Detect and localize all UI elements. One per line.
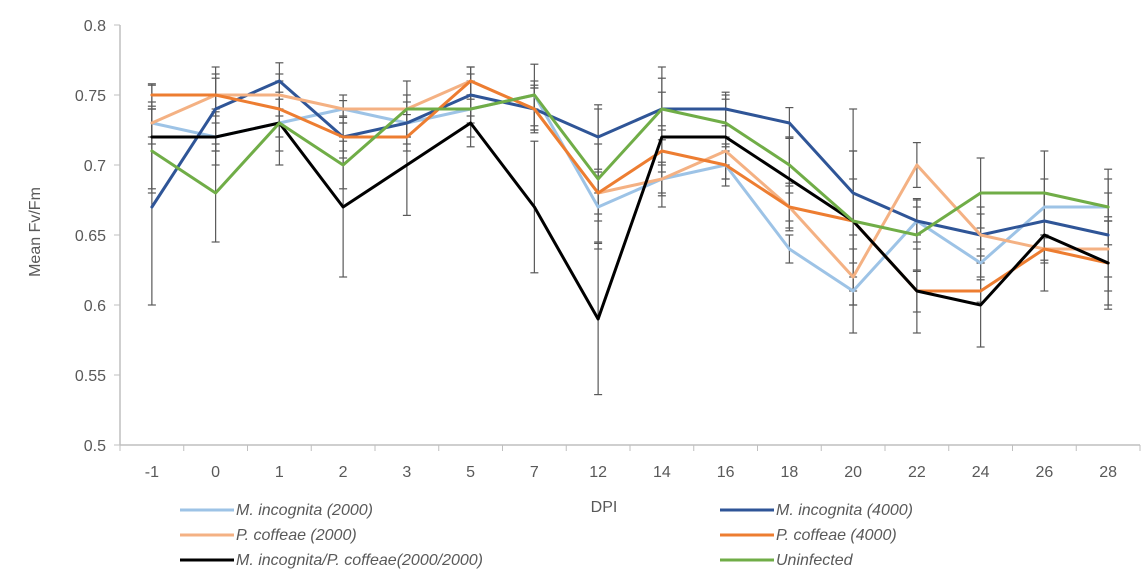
- x-tick-label: 24: [972, 464, 990, 481]
- legend-item: M. incognita/P. coffeae(2000/2000): [180, 552, 483, 569]
- series-line-2: [150, 79, 1110, 237]
- legend-item: P. coffeae (2000): [180, 527, 357, 544]
- series-line-4: [150, 79, 1110, 293]
- series-line-5: [150, 121, 1110, 321]
- x-tick-label: 5: [466, 464, 475, 481]
- y-tick-label: 0.8: [84, 18, 106, 35]
- x-tick-label: 3: [402, 464, 411, 481]
- y-tick-label: 0.55: [75, 368, 106, 385]
- legend-label: P. coffeae (4000): [776, 527, 897, 544]
- series-line-3: [150, 79, 1110, 279]
- x-tick-label: 28: [1099, 464, 1117, 481]
- x-tick-label: 12: [589, 464, 607, 481]
- x-tick-label: 0: [211, 464, 220, 481]
- legend: M. incognita (2000) M. incognita (4000) P.…: [180, 502, 913, 569]
- legend-item: M. incognita (4000): [720, 502, 913, 519]
- x-tick-label: 14: [653, 464, 671, 481]
- y-tick-label: 0.7: [84, 158, 106, 175]
- series-line-6: [150, 93, 1110, 237]
- x-tick-label: 16: [717, 464, 735, 481]
- x-tick-label: 22: [908, 464, 926, 481]
- x-tick-labels: -1 0 1 2 3 5 7 12 14 16 18 20 22 24 26 28: [145, 464, 1117, 481]
- legend-label: M. incognita/P. coffeae(2000/2000): [236, 552, 483, 569]
- legend-label: Uninfected: [776, 552, 854, 569]
- series-line-1: [150, 93, 1110, 293]
- legend-label: M. incognita (4000): [776, 502, 913, 519]
- series-lines: [150, 79, 1110, 321]
- x-tick-label: 20: [844, 464, 862, 481]
- x-tick-label: 1: [275, 464, 284, 481]
- legend-item: P. coffeae (4000): [720, 527, 897, 544]
- legend-item: Uninfected: [720, 552, 854, 569]
- y-tick-label: 0.75: [75, 88, 106, 105]
- y-tick-label: 0.65: [75, 228, 106, 245]
- legend-item: M. incognita (2000): [180, 502, 373, 519]
- x-axis-title: DPI: [591, 499, 618, 516]
- y-tick-label: 0.5: [84, 438, 106, 455]
- x-tick-label: 2: [339, 464, 348, 481]
- chart-axes: [114, 24, 1141, 451]
- y-axis-title: Mean Fv/Fm: [27, 187, 44, 277]
- y-tick-label: 0.6: [84, 298, 106, 315]
- legend-label: M. incognita (2000): [236, 502, 373, 519]
- x-tick-label: 26: [1035, 464, 1053, 481]
- x-tick-label: -1: [145, 464, 159, 481]
- x-tick-label: 18: [780, 464, 798, 481]
- x-tick-label: 7: [530, 464, 539, 481]
- y-tick-labels: 0.5 0.55 0.6 0.65 0.7 0.75 0.8: [75, 18, 106, 455]
- legend-label: P. coffeae (2000): [236, 527, 357, 544]
